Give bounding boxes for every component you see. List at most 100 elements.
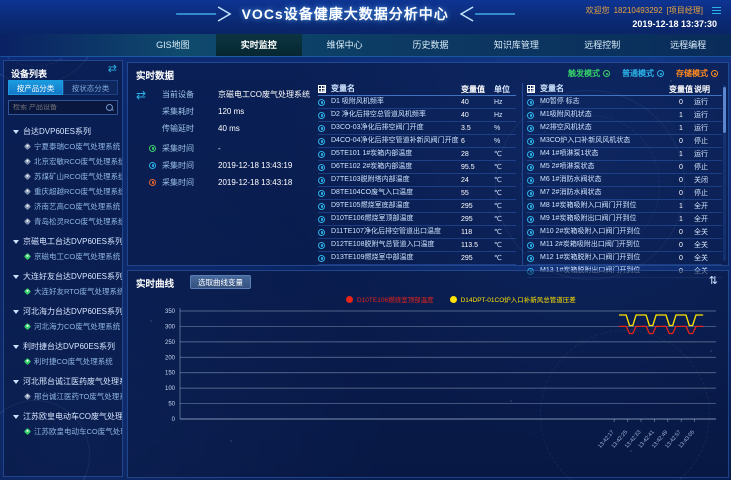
variable-dot-icon [318, 163, 325, 171]
table-row[interactable]: D12TE108脱附气总管道入口温度 113.5 ℃ [318, 239, 516, 252]
expand-updown-icon[interactable]: ⇅ [708, 275, 718, 287]
device-search-input[interactable] [13, 104, 106, 111]
device-tree-row[interactable]: 台达DVP60ES系列 [4, 124, 122, 139]
device-list-tab[interactable]: 按状态分类 [63, 80, 118, 95]
variable-desc: 运行 [694, 112, 708, 119]
info-value: 40 ms [218, 123, 240, 133]
nav-tab[interactable]: 远程控制 [584, 40, 621, 50]
device-tree-row[interactable]: 北京宏敏RCO废气处理系统 [4, 154, 122, 169]
collect-time-row: 采集时间 - [136, 141, 318, 155]
table-row[interactable]: M3CO炉入口补新风风机状态 0 停止 [527, 135, 722, 148]
device-tree-row[interactable]: 大连好友台达DVP60ES系列 [4, 269, 122, 284]
table-row[interactable]: M4 1#喷淋泵1状态 1 运行 [527, 148, 722, 161]
table-row[interactable]: D5TE101 1#炭箱内部温度 28 ℃ [318, 148, 516, 161]
device-tree-row[interactable]: 邢台诚江医药TO废气处理系统 [4, 389, 122, 404]
swap-icon[interactable]: ⇄ [136, 88, 147, 102]
nav-tab[interactable]: 知识库管理 [493, 40, 539, 50]
table-row[interactable]: M10 2#炭箱吸附入口阀门开到位 0 全关 [527, 226, 722, 239]
device-tree-row[interactable]: 京磁电工CO废气处理系统 [4, 249, 122, 264]
table-row[interactable]: D9TE105燃烧室底部温度 295 ℃ [318, 200, 516, 213]
device-tree-row[interactable]: 利时捷台达DVP60ES系列 [4, 339, 122, 354]
device-tree-row[interactable]: 苏煤矿山RCO废气处理系统 [4, 169, 122, 184]
table-row[interactable]: M5 2#喷淋泵状态 0 停止 [527, 161, 722, 174]
variable-desc: 停止 [694, 138, 708, 145]
table-row[interactable]: M8 1#炭箱吸附入口阀门开到位 1 全开 [527, 200, 722, 213]
table-row[interactable]: M1吸附风机状态 1 运行 [527, 109, 722, 122]
table-row[interactable]: M0暂停 标志 0 运行 [527, 96, 722, 109]
table-row[interactable]: D2 净化后排空总管道风机频率 40 Hz [318, 109, 516, 122]
info-row: 传输延时 40 ms [136, 121, 318, 135]
table-row[interactable]: D1 吸附风机频率 40 Hz [318, 96, 516, 109]
device-tree-row[interactable]: 宁夏泰瑞CO废气处理系统 [4, 139, 122, 154]
legend-item[interactable]: D10TE106燃烧室顶部温度 [346, 294, 434, 304]
variable-value: 0 [679, 254, 683, 262]
table-scrollbar[interactable] [723, 85, 726, 261]
legend-dot-icon [346, 295, 353, 303]
device-label: 京磁电工台达DVP60ES系列 [23, 237, 122, 246]
grid-icon[interactable] [318, 85, 326, 93]
variable-unit: ℃ [494, 190, 502, 197]
nav-tab[interactable]: GIS地图 [156, 40, 190, 50]
device-label: 重庆超越RCO废气处理系统 [34, 187, 122, 196]
table-row[interactable]: D13TE109燃烧室中部温度 295 ℃ [318, 252, 516, 265]
device-tree-row[interactable]: 京磁电工台达DVP60ES系列 [4, 234, 122, 249]
nav-tab[interactable]: 维保中心 [326, 40, 363, 50]
device-tag-icon [23, 357, 32, 366]
info-label: 采集耗时 [162, 106, 194, 116]
search-icon[interactable] [106, 104, 113, 111]
device-tag-icon [23, 172, 32, 181]
device-label: 江苏欧皇电动车CO废气处理系统 [23, 412, 122, 421]
device-list-tab[interactable]: 按产品分类 [8, 80, 63, 95]
device-tag-icon [23, 142, 32, 151]
legend-item[interactable]: D14DPT-01CO炉入口补新风总管道压差 [449, 294, 576, 304]
table-row[interactable]: M12 1#炭箱脱附入口阀门开到位 0 全关 [527, 252, 722, 265]
variable-dot-icon [527, 215, 534, 223]
variable-unit: ℃ [494, 203, 502, 210]
table-row[interactable]: M9 1#炭箱吸附出口阀门开到位 1 全开 [527, 213, 722, 226]
nav-tab[interactable]: 实时监控 [215, 34, 302, 56]
device-label: 河北海力CO废气处理系统 [34, 322, 121, 331]
device-tree-row[interactable]: 利时捷CO废气处理系统 [4, 354, 122, 369]
device-tree-row[interactable]: 大连好友RTO废气处理系统 [4, 284, 122, 299]
table-row[interactable]: M7 2#消防水阀状态 0 停止 [527, 187, 722, 200]
collapse-swap-icon[interactable]: ⇄ [107, 63, 117, 75]
nav-tab[interactable]: 历史数据 [412, 40, 449, 50]
table-row[interactable]: M6 1#消防水阀状态 0 关闭 [527, 174, 722, 187]
device-tree-row[interactable]: 河北海力CO废气处理系统 [4, 319, 122, 334]
table-row[interactable]: M2排空风机状态 1 运行 [527, 122, 722, 135]
table-row[interactable]: D11TE107净化后排空管道出口温度 118 ℃ [318, 226, 516, 239]
mode-status-icon [603, 70, 610, 77]
device-tree-row[interactable]: 河北邢台诚江医药废气处理系统 [4, 374, 122, 389]
mode-status-icon [711, 70, 718, 77]
device-tag-icon [23, 252, 32, 261]
menu-icon[interactable] [712, 6, 721, 15]
device-tree-row[interactable]: 江苏欧皇电动车CO废气处理系统 [4, 409, 122, 424]
mode-label: 存储模式 [676, 69, 708, 78]
info-label: 采集时间 [162, 143, 194, 153]
variable-desc: 全开 [694, 216, 708, 223]
device-tree-row[interactable]: 河北海力台达DVP60ES系列 [4, 304, 122, 319]
table-row[interactable]: D8TE104CO废气入口温度 55 ℃ [318, 187, 516, 200]
device-label: 北京宏敏RCO废气处理系统 [34, 157, 122, 166]
device-tree-row[interactable]: 青岛松灵RCO废气处理系统 [4, 214, 122, 229]
info-label: 采集时间 [162, 177, 194, 187]
table-row[interactable]: D3CO-03净化后排空阀门开度 3.5 % [318, 122, 516, 135]
mode-button[interactable]: 触发模式 [568, 68, 610, 79]
mode-button[interactable]: 普通模式 [622, 68, 664, 79]
table-row[interactable]: D7TE103脱附塔内部温度 24 ℃ [318, 174, 516, 187]
table-row[interactable]: D6TE102 2#炭箱内部温度 95.5 ℃ [318, 161, 516, 174]
variable-dot-icon [318, 137, 325, 145]
grid-icon[interactable] [527, 85, 535, 93]
table-row[interactable]: M11 2#炭箱吸附出口阀门开到位 0 全关 [527, 239, 722, 252]
mode-button[interactable]: 存储模式 [676, 68, 718, 79]
table-row[interactable]: D10TE106燃烧室顶部温度 295 ℃ [318, 213, 516, 226]
variable-dot-icon [527, 202, 534, 210]
realtime-curve-panel: 实时曲线 选取曲线变量 ⇅ D10TE106燃烧室顶部温度 D14DPT-01C… [127, 270, 729, 478]
table-row[interactable]: D4CO-04净化后排空管道补新风阀门开度 6 % [318, 135, 516, 148]
device-tree-row[interactable]: 济南艺高CO废气处理系统 [4, 199, 122, 214]
variable-name: D4CO-04净化后排空管道补新风阀门开度 [331, 137, 459, 144]
nav-tab[interactable]: 远程编程 [670, 40, 707, 50]
select-curve-variable-button[interactable]: 选取曲线变量 [190, 275, 251, 289]
device-tree-row[interactable]: 重庆超越RCO废气处理系统 [4, 184, 122, 199]
device-tree-row[interactable]: 江苏欧皇电动车CO废气处理系统 [4, 424, 122, 439]
